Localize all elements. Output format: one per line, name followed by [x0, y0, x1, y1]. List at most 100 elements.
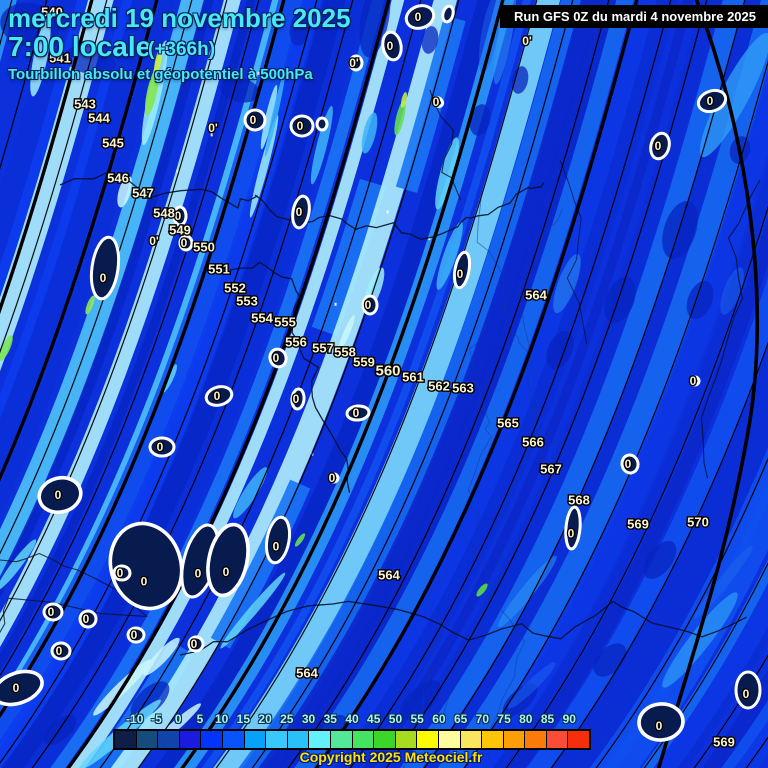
- svg-text:0: 0: [656, 719, 663, 733]
- svg-text:564: 564: [296, 666, 318, 681]
- legend-color-cell: [503, 731, 526, 748]
- svg-text:0': 0': [208, 121, 218, 135]
- legend-value: 15: [236, 712, 251, 726]
- legend-color-cell: [460, 731, 483, 748]
- svg-text:566: 566: [522, 435, 544, 450]
- svg-text:540: 540: [41, 5, 63, 20]
- forecast-time: 7:00 locale: [8, 31, 152, 62]
- svg-text:0: 0: [83, 612, 90, 626]
- svg-text:0: 0: [743, 687, 750, 701]
- svg-text:0: 0: [415, 10, 422, 24]
- svg-text:0: 0: [175, 209, 182, 223]
- svg-text:0: 0: [568, 526, 575, 540]
- legend-color-cell: [330, 731, 353, 748]
- legend-value: 30: [301, 712, 316, 726]
- svg-text:0: 0: [273, 539, 280, 553]
- legend-color-cell: [158, 731, 180, 748]
- svg-text:0: 0: [707, 94, 714, 108]
- svg-text:565: 565: [497, 416, 519, 431]
- legend-value: 25: [280, 712, 294, 726]
- legend-color-cell: [352, 731, 375, 748]
- svg-text:568: 568: [568, 493, 590, 508]
- map-parameter-title: Tourbillon absolu et géopotentiel à 500h…: [8, 66, 313, 83]
- color-scale-values: -10 -5 0 5 10 15 20 25 30 35 40 45 50 55 60 65 70 75 80 85 9…: [113, 712, 591, 729]
- legend-value: 75: [497, 712, 511, 726]
- legend-color-cell: [115, 731, 137, 748]
- legend-value: 55: [410, 712, 424, 726]
- svg-text:0: 0: [433, 95, 440, 109]
- legend-value: 85: [540, 712, 555, 726]
- svg-text:570: 570: [687, 515, 709, 530]
- svg-text:0: 0: [223, 565, 230, 579]
- legend-color-cell: [374, 731, 396, 748]
- svg-text:541: 541: [49, 51, 71, 66]
- legend-value: 70: [475, 712, 490, 726]
- svg-text:0: 0: [56, 644, 63, 658]
- legend-color-cell: [136, 731, 159, 748]
- svg-text:544: 544: [88, 111, 110, 126]
- legend-color-cell: [266, 731, 288, 748]
- svg-text:0: 0: [55, 488, 62, 502]
- svg-text:0: 0: [296, 205, 303, 219]
- legend-value: 65: [453, 712, 468, 726]
- svg-text:0: 0: [141, 574, 148, 588]
- legend-color-cell: [287, 731, 310, 748]
- svg-text:548: 548: [153, 206, 175, 221]
- svg-text:0: 0: [690, 374, 697, 388]
- svg-text:0: 0: [655, 139, 662, 153]
- svg-text:0': 0': [349, 56, 359, 70]
- svg-text:560: 560: [375, 363, 400, 380]
- legend-color-cell: [568, 731, 590, 748]
- svg-text:546: 546: [107, 171, 129, 186]
- svg-text:0: 0: [117, 566, 124, 580]
- svg-text:562: 562: [428, 379, 450, 394]
- legend-value: 45: [367, 712, 381, 726]
- svg-text:547: 547: [132, 186, 154, 201]
- svg-text:569: 569: [713, 735, 735, 750]
- legend-color-cell: [222, 731, 245, 748]
- svg-text:0: 0: [250, 113, 257, 127]
- svg-text:0': 0': [149, 234, 159, 248]
- svg-text:0: 0: [365, 298, 372, 312]
- legend-value: 60: [432, 712, 446, 726]
- svg-text:567: 567: [540, 462, 562, 477]
- legend-color-cell: [525, 731, 547, 748]
- svg-text:0: 0: [329, 471, 336, 485]
- svg-text:0: 0: [13, 681, 20, 695]
- svg-text:545: 545: [102, 136, 124, 151]
- svg-text:551: 551: [208, 262, 230, 277]
- svg-text:552: 552: [224, 281, 246, 296]
- svg-text:0: 0: [157, 440, 164, 454]
- svg-text:561: 561: [402, 370, 424, 385]
- legend-value: 35: [323, 712, 337, 726]
- svg-text:563: 563: [452, 381, 474, 396]
- svg-text:557: 557: [312, 341, 334, 356]
- legend-color-cell: [482, 731, 504, 748]
- svg-text:553: 553: [236, 294, 258, 309]
- svg-text:0: 0: [353, 406, 360, 420]
- svg-text:0: 0: [100, 271, 107, 285]
- svg-text:0: 0: [625, 457, 632, 471]
- legend-value: 80: [519, 712, 533, 726]
- svg-text:554: 554: [251, 311, 273, 326]
- legend-value: 90: [562, 712, 576, 726]
- legend-color-cell: [201, 731, 223, 748]
- legend-color-cell: [179, 731, 202, 748]
- legend-value: 20: [258, 712, 272, 726]
- svg-text:569: 569: [627, 517, 649, 532]
- svg-text:0: 0: [195, 567, 202, 581]
- svg-text:0: 0: [214, 389, 221, 403]
- legend-value: 10: [214, 712, 229, 726]
- svg-text:0': 0': [522, 34, 532, 48]
- svg-text:0: 0: [48, 605, 55, 619]
- legend-value: 40: [345, 712, 359, 726]
- svg-text:0: 0: [297, 119, 304, 133]
- vorticity-color-scale: -10 -5 0 5 10 15 20 25 30 35 40 45 50 55 60 65 70 75 80 85 9…: [113, 712, 591, 750]
- legend-color-cell: [438, 731, 461, 748]
- legend-color-cell: [417, 731, 439, 748]
- svg-text:0: 0: [387, 39, 394, 53]
- legend-value: 0: [174, 712, 182, 726]
- svg-text:550: 550: [193, 240, 215, 255]
